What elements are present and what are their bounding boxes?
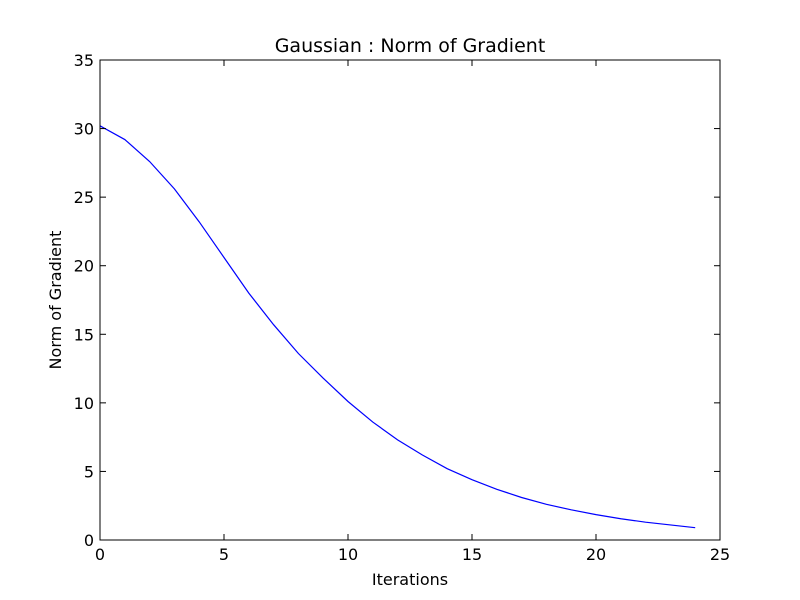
y-tick-label: 5 — [84, 462, 94, 481]
x-tick-label: 5 — [219, 545, 229, 564]
x-axis-label: Iterations — [372, 570, 448, 589]
y-tick-label: 15 — [74, 325, 94, 344]
y-tick-label: 10 — [74, 394, 94, 413]
y-axis-label: Norm of Gradient — [46, 231, 65, 370]
x-tick-label: 10 — [338, 545, 358, 564]
y-tick-label: 25 — [74, 188, 94, 207]
plot-area: 0 5 10 15 20 25 0 5 10 15 20 25 30 35 — [74, 51, 731, 564]
y-tick-label: 20 — [74, 257, 94, 276]
chart-title: Gaussian : Norm of Gradient — [275, 35, 546, 57]
plot-frame — [99, 59, 721, 541]
y-tick-label: 30 — [74, 120, 94, 139]
x-tick-label: 25 — [710, 545, 730, 564]
series-line-0 — [99, 125, 696, 529]
y-tick-label: 0 — [84, 531, 94, 550]
y-tick-label: 35 — [74, 51, 94, 70]
x-tick-label: 0 — [95, 545, 105, 564]
x-tick-label: 20 — [586, 545, 606, 564]
x-tick-label: 15 — [462, 545, 482, 564]
